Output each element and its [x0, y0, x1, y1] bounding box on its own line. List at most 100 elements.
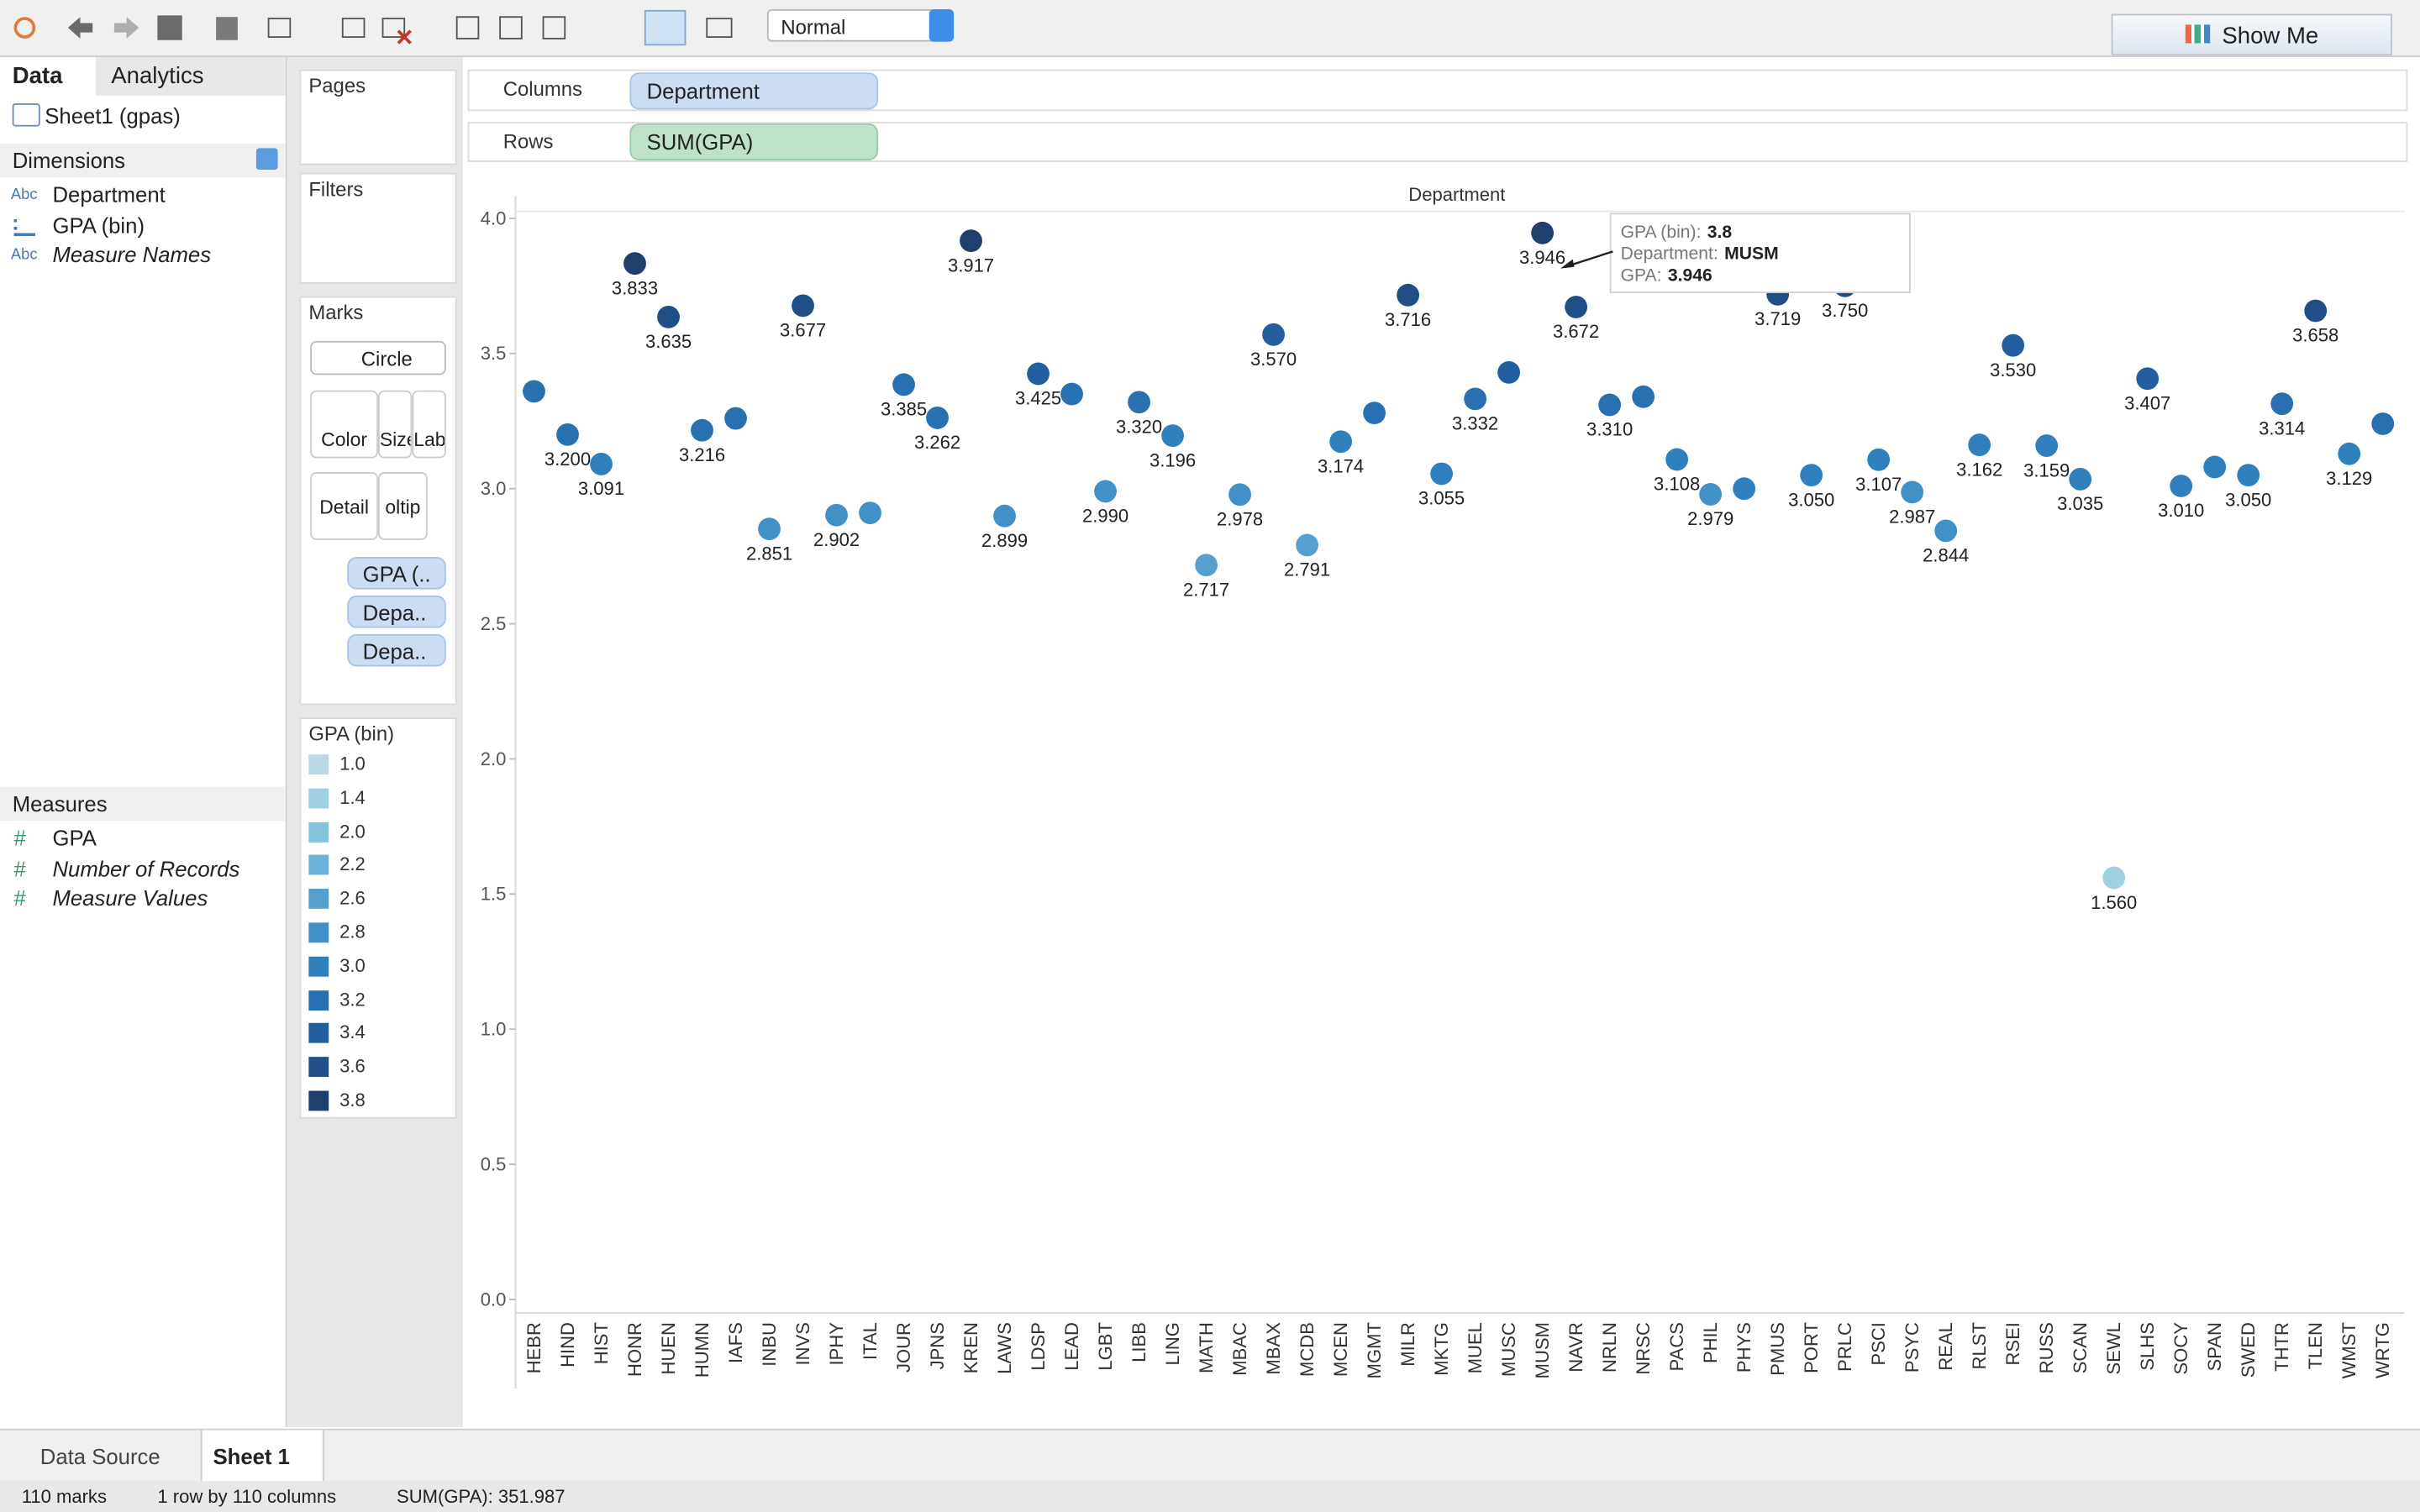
filters-card: Filters	[299, 172, 457, 284]
x-tick-label: PHIL	[1700, 1322, 1721, 1363]
x-tick-label: MGMT	[1364, 1322, 1385, 1378]
tooltip-key: Department:	[1620, 245, 1718, 265]
measure-item[interactable]: Measure Values	[52, 885, 208, 911]
dimensions-menu[interactable]	[255, 148, 278, 171]
legend-swatch	[308, 956, 329, 977]
show-me-button[interactable]: Show Me	[2111, 13, 2392, 56]
dimension-icon: Abc	[10, 186, 38, 204]
data-point	[1128, 391, 1150, 414]
show-me-icon	[2185, 24, 2210, 44]
x-tick-label: HIST	[591, 1322, 612, 1364]
data-point	[1430, 462, 1454, 486]
data-tab[interactable]: Data	[12, 63, 63, 90]
mark-pill[interactable]: Depa..	[347, 633, 446, 667]
legend-swatch	[308, 1023, 329, 1044]
data-point	[2270, 392, 2294, 416]
chart: Department 0.0 0.5 1.0 1.5 2.0 2.5 3.0 3.5 4.0 HE…	[467, 170, 2405, 1389]
y-tick-label: 1.5	[481, 884, 507, 905]
columns-label: Columns	[502, 76, 582, 101]
x-tick-label: MCDB	[1297, 1322, 1318, 1377]
data-point	[2069, 468, 2092, 491]
cards-column: Pages Filters Marks Circle ColorSizeLab D…	[287, 56, 464, 1427]
data-point	[691, 418, 713, 442]
data-point	[1699, 483, 1723, 506]
legend-swatch	[308, 1090, 329, 1111]
data-point	[1464, 387, 1487, 411]
data-point	[792, 294, 814, 318]
x-tick-label: WRTG	[2372, 1322, 2393, 1378]
data-point	[859, 501, 881, 525]
data-point	[1329, 430, 1353, 454]
data-label: 1.560	[2091, 892, 2137, 913]
mark-button[interactable]: Size	[377, 390, 413, 459]
data-point	[1901, 480, 1924, 504]
data-label: 3.107	[1855, 474, 1902, 495]
data-label: 3.677	[780, 320, 826, 341]
sheet-tab[interactable]: Sheet 1	[213, 1444, 290, 1469]
data-point	[590, 453, 613, 475]
data-point	[1733, 477, 1756, 501]
data-point	[1968, 433, 1991, 456]
data-source-tab[interactable]: Data Source	[39, 1444, 160, 1469]
x-tick-label: NRLN	[1599, 1322, 1620, 1373]
dimension-item[interactable]: GPA (bin)	[52, 212, 145, 237]
x-tick-label: SCAN	[2070, 1322, 2091, 1373]
measure-item[interactable]: Number of Records	[52, 855, 240, 880]
data-label: 3.658	[2292, 325, 2338, 346]
analytics-tab[interactable]: Analytics	[111, 63, 204, 90]
view-size-dropdown[interactable]: Normal	[766, 9, 953, 42]
data-point	[1262, 323, 1286, 346]
x-tick-label: MKTG	[1431, 1322, 1452, 1376]
mark-button[interactable]: oltip	[377, 472, 428, 540]
data-point	[960, 229, 982, 253]
data-point	[1598, 393, 1622, 417]
rows-shelf: Rows SUM(GPA)	[467, 122, 2408, 162]
x-tick-label: INVS	[792, 1322, 813, 1365]
data-point	[2203, 455, 2227, 479]
data-label: 3.196	[1150, 449, 1196, 470]
sheet-tab-bg	[200, 1430, 324, 1482]
columns-pill[interactable]: Department	[629, 72, 879, 110]
data-point	[758, 517, 781, 541]
data-point	[1094, 480, 1117, 503]
data-label: 2.791	[1284, 559, 1330, 580]
mark-pill[interactable]: Depa..	[347, 595, 446, 628]
data-point	[1867, 448, 1891, 471]
x-tick-label: LIBB	[1128, 1322, 1150, 1362]
measure-icon: #	[13, 885, 26, 911]
data-label: 3.530	[1990, 360, 2036, 381]
tooltip-value: 3.946	[1667, 266, 1712, 286]
mark-button[interactable]: Detail	[310, 472, 378, 540]
dimension-item[interactable]: Measure Names	[52, 242, 212, 267]
legend-label: 3.8	[339, 1089, 366, 1111]
data-label: 3.108	[1654, 474, 1700, 495]
data-point	[1934, 519, 1958, 543]
data-point	[2338, 442, 2361, 465]
mark-button[interactable]: Lab	[412, 390, 446, 459]
data-source-name[interactable]: Sheet1 (gpas)	[45, 103, 181, 129]
data-point	[1296, 533, 1319, 557]
mark-button[interactable]: Color	[310, 390, 378, 459]
analytics-tab-bg	[95, 56, 286, 96]
measure-item[interactable]: GPA	[52, 825, 97, 851]
x-tick-label: LDSP	[1028, 1322, 1049, 1371]
data-point	[993, 504, 1016, 528]
mark-pill[interactable]: GPA (..	[347, 557, 446, 590]
mark-type-dropdown[interactable]: Circle	[310, 340, 446, 375]
dimension-item[interactable]: Department	[52, 181, 166, 207]
columns-shelf: Columns Department	[467, 69, 2408, 112]
data-point	[2002, 333, 2025, 357]
legend-swatch	[308, 922, 329, 943]
pages-card: Pages	[299, 69, 457, 165]
x-tick-label: HIND	[557, 1322, 578, 1368]
x-tick-label: LING	[1162, 1322, 1183, 1365]
data-label: 3.091	[578, 478, 624, 499]
rows-pill[interactable]: SUM(GPA)	[629, 123, 879, 161]
dimensions-title: Dimensions	[12, 148, 126, 173]
x-tick-label: HEBR	[523, 1322, 544, 1373]
data-label: 3.407	[2124, 392, 2170, 413]
y-tick-label: 2.5	[481, 613, 507, 634]
dropdown-arrow[interactable]	[929, 9, 955, 42]
data-point	[892, 373, 915, 396]
